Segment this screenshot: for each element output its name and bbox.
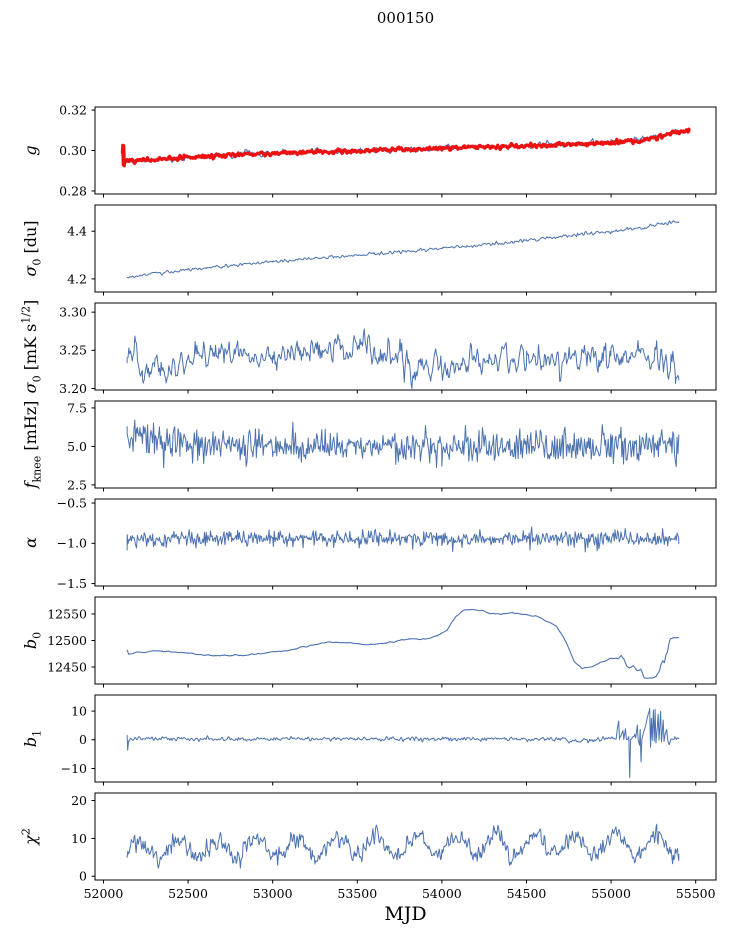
axes-frame [94,400,717,489]
series-line-knee-frequency [126,419,680,469]
series-line-baseline-slope [126,707,680,779]
y-tick-label: 20 [71,793,87,808]
y-tick-label: 12450 [47,659,87,674]
series-line-white-noise-mK [126,328,680,389]
series-line-baseline-offset [126,608,680,679]
panel-sigma0-du: 4.2 4.4 σ0 [du] [21,204,717,296]
series-line-chi-squared [126,823,680,869]
y-tick-label: 0.32 [59,102,87,117]
y-tick-label: 5.0 [67,439,87,454]
y-tick-label: −1.5 [57,576,87,591]
series-line-gain-smoothed [120,127,691,168]
y-axis-label-sigma0-mK: σ0 [mK s1/2] [20,300,44,394]
y-axis-label-sigma0-du: σ0 [du] [21,220,44,276]
axes-frame [94,596,717,685]
x-tick-label: 53500 [337,886,377,901]
y-axis-label-chi2: χ2 [20,828,41,846]
y-tick-label: 4.2 [67,271,87,286]
x-tick-label: 54500 [507,886,547,901]
y-tick-label: 0 [79,869,87,884]
x-tick-label: 54000 [422,886,462,901]
panel-fknee: 2.5 5.0 7.5 fknee [mHz] [21,400,717,492]
y-tick-label: −10 [61,761,87,776]
y-axis-label-g: g [21,145,40,155]
figure-title: 000150 [376,9,435,27]
y-axis-label-alpha: α [21,537,40,548]
axes-frame [94,204,717,293]
panel-b1: −10 0 10 b1 [21,694,717,786]
panel-alpha: −1.5 −1.0 −0.5 α [21,495,717,591]
y-tick-label: 10 [71,831,87,846]
y-tick-label: 2.5 [67,477,87,492]
x-axis-label: MJD [384,903,427,925]
y-tick-label: 0.28 [59,183,87,198]
panel-g: 0.28 0.30 0.32 g [21,102,717,198]
axes-frame [94,792,717,881]
y-tick-label: 0 [79,732,87,747]
x-tick-label: 52000 [84,886,124,901]
y-tick-label: 10 [71,703,87,718]
series-line-white-noise-du [126,220,680,279]
axes-frame [94,302,717,391]
x-tick-label: 52500 [168,886,208,901]
y-axis-label-b1: b1 [21,730,44,747]
axes-frame [94,694,717,783]
y-tick-label: −0.5 [57,495,87,510]
y-tick-label: 3.30 [59,305,87,320]
panel-sigma0-mK: 3.20 3.25 3.30 σ0 [mK s1/2] [20,300,717,396]
y-tick-label: 3.25 [59,343,87,358]
y-axis-label-fknee: fknee [mHz] [21,401,44,490]
axes-frame [94,498,717,587]
y-tick-label: 0.30 [59,143,87,158]
y-tick-label: −1.0 [57,536,87,551]
y-axis-label-b0: b0 [21,632,44,649]
series-line-spectral-slope [126,526,680,553]
y-tick-label: 12500 [47,633,87,648]
y-tick-label: 4.4 [67,224,87,239]
y-tick-label: 12550 [47,606,87,621]
x-tick-label: 53000 [253,886,293,901]
y-tick-label: 7.5 [67,400,87,415]
panel-chi2: 0 10 20 52000 52500 53000 53500 54000 54500 55000… [20,792,717,901]
y-tick-label: 3.20 [59,381,87,396]
x-tick-label: 55500 [676,886,716,901]
x-tick-label: 55000 [591,886,631,901]
